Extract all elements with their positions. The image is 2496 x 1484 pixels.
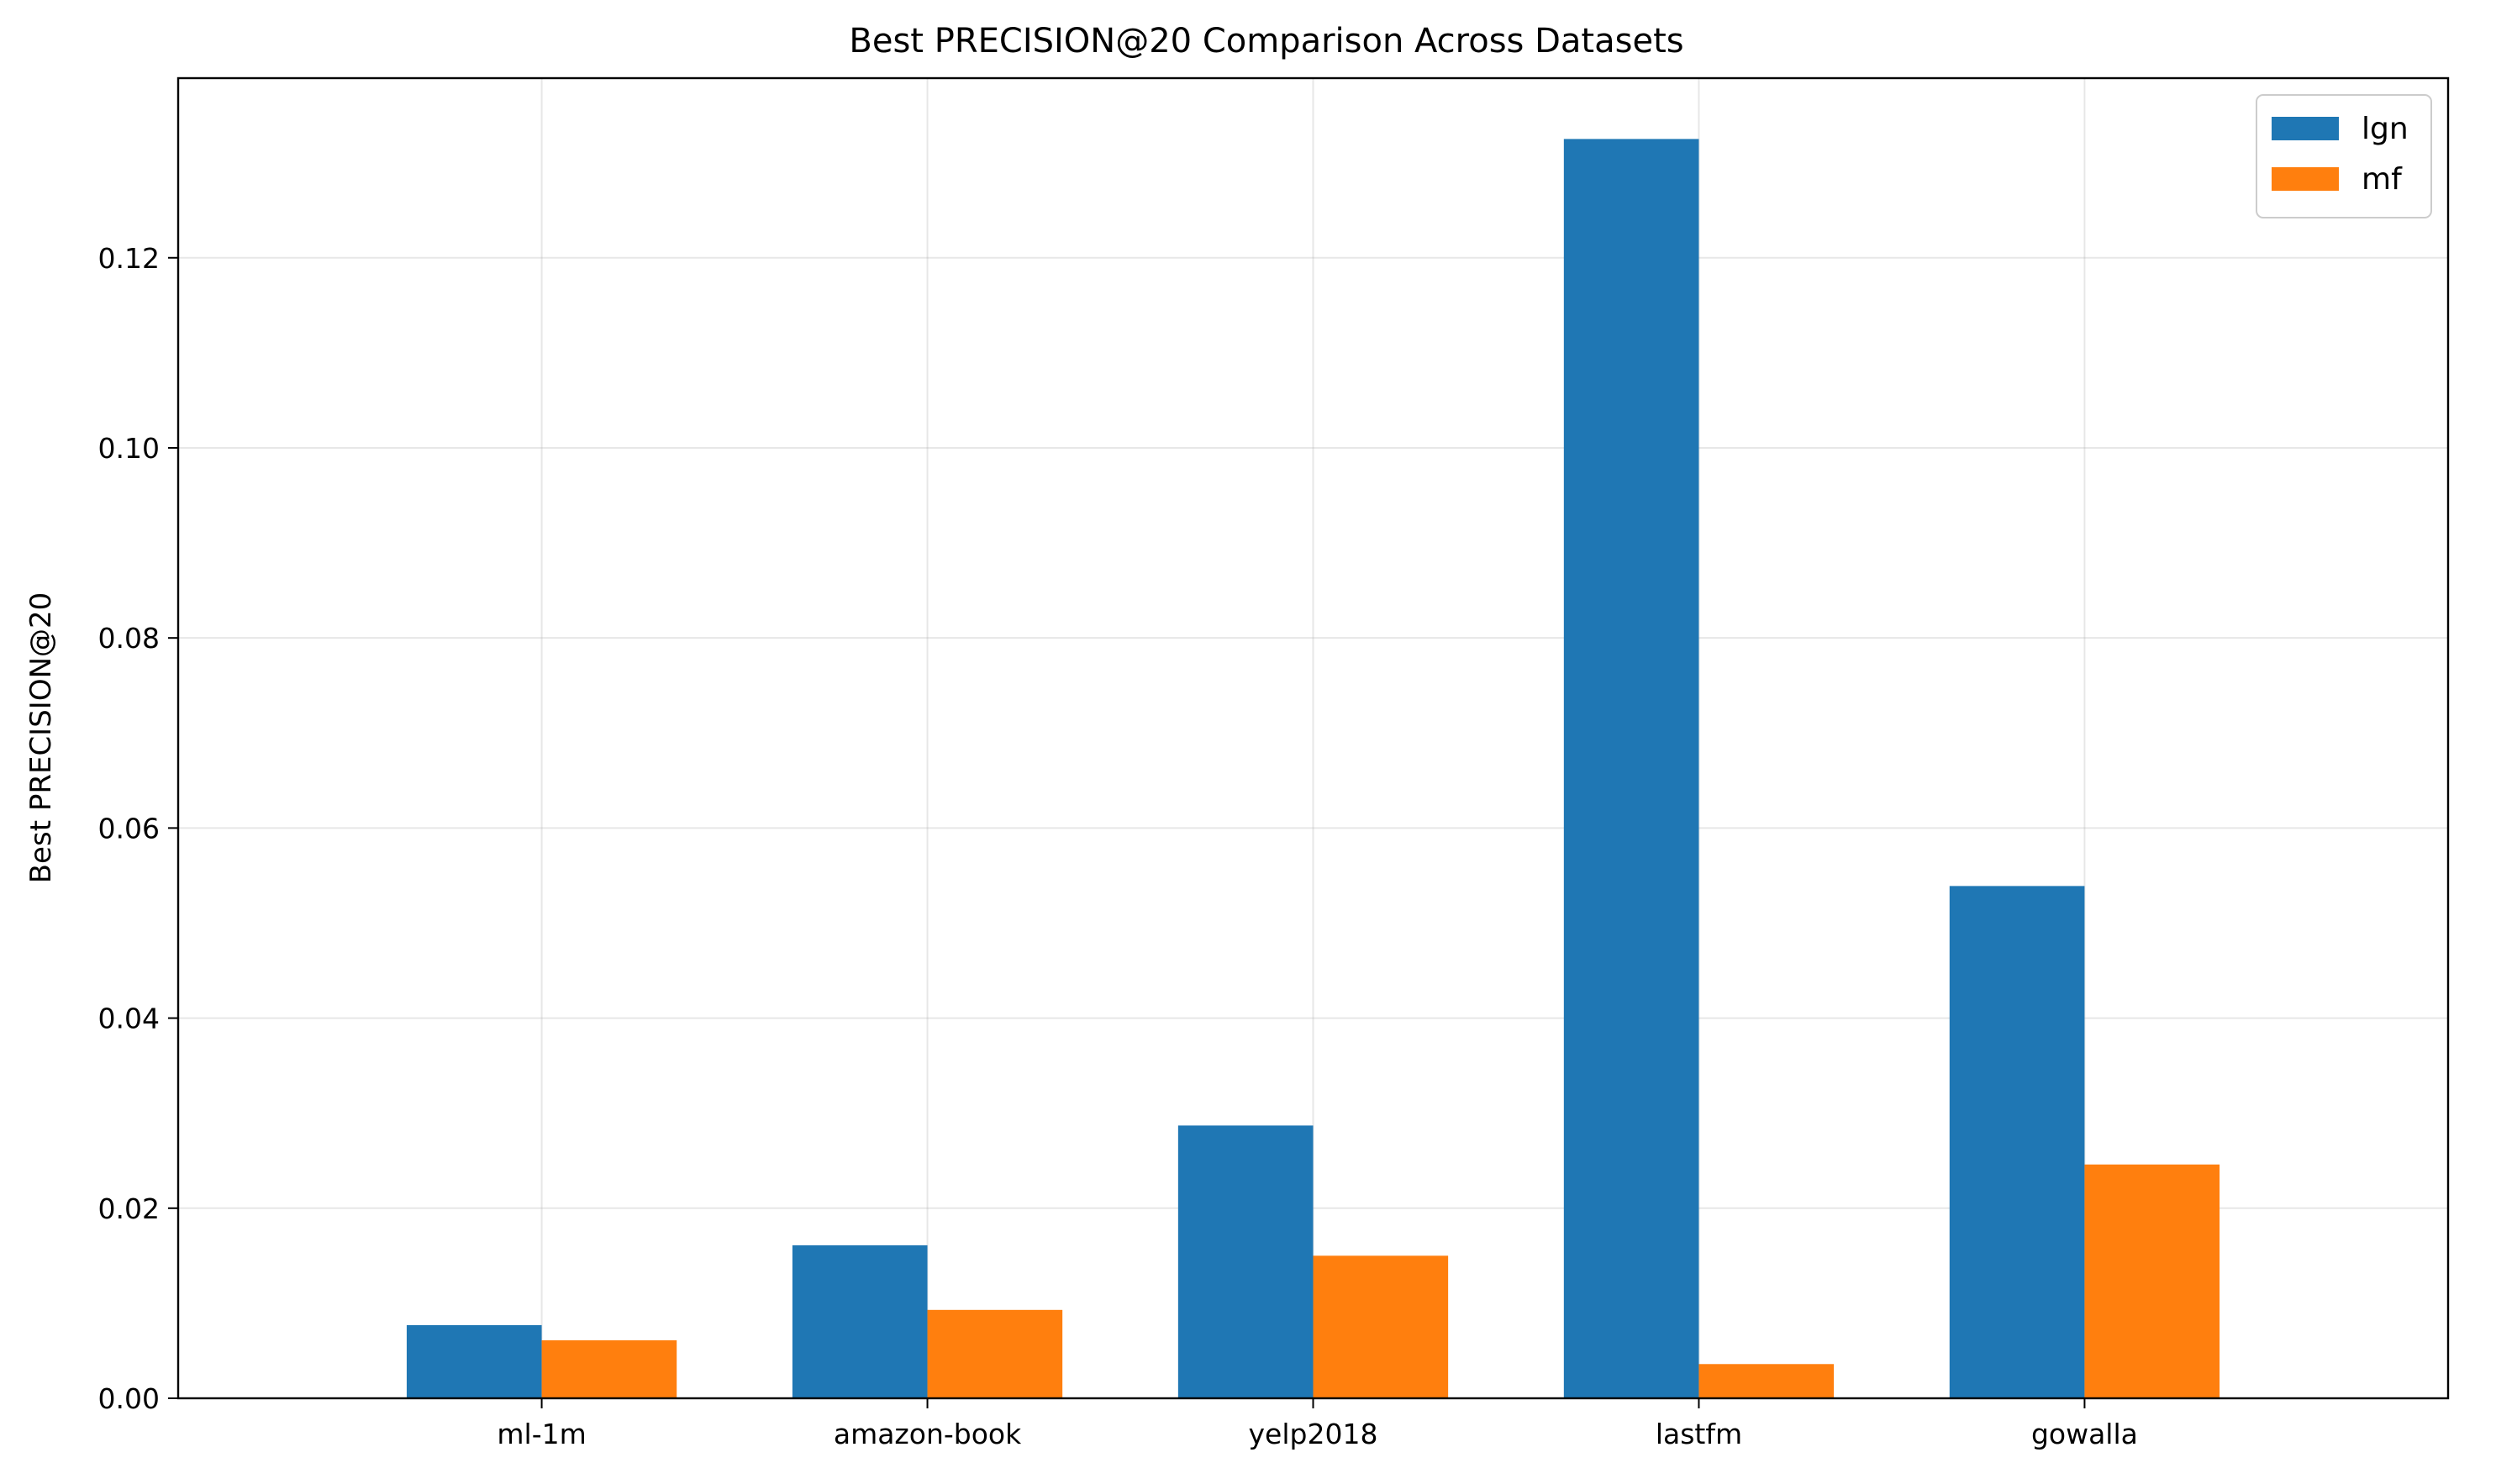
x-tick-label: ml-1m bbox=[497, 1418, 586, 1450]
bars bbox=[406, 139, 2220, 1399]
y-tick-label: 0.02 bbox=[98, 1192, 160, 1225]
legend-label-mf: mf bbox=[2362, 162, 2403, 197]
y-tick-label: 0.10 bbox=[98, 432, 160, 465]
bar-mf-ml-1m bbox=[541, 1340, 677, 1398]
bar-lgn-ml-1m bbox=[406, 1324, 542, 1398]
x-axis: ml-1m amazon-book yelp2018 lastfm gowalla bbox=[497, 1398, 2138, 1450]
y-axis: 0.00 0.02 0.04 0.06 0.08 0.10 0.12 bbox=[98, 242, 178, 1415]
bar-lgn-amazon-book bbox=[792, 1245, 928, 1398]
y-tick-label: 0.08 bbox=[98, 622, 160, 655]
y-tick-label: 0.00 bbox=[98, 1382, 160, 1415]
bar-mf-amazon-book bbox=[927, 1309, 1063, 1398]
bar-mf-yelp2018 bbox=[1313, 1255, 1449, 1398]
y-axis-label: Best PRECISION@20 bbox=[24, 592, 58, 884]
bar-lgn-gowalla bbox=[1949, 886, 2085, 1398]
y-tick-label: 0.04 bbox=[98, 1002, 160, 1035]
x-tick-label: amazon-book bbox=[834, 1418, 1022, 1450]
bar-mf-gowalla bbox=[2084, 1164, 2220, 1398]
bar-lgn-yelp2018 bbox=[1177, 1125, 1314, 1398]
bar-mf-lastfm bbox=[1698, 1364, 1835, 1398]
x-tick-label: lastfm bbox=[1656, 1418, 1742, 1450]
legend: lgn mf bbox=[2256, 94, 2432, 218]
chart-title: Best PRECISION@20 Comparison Across Data… bbox=[849, 22, 1683, 61]
legend-swatch-lgn bbox=[2272, 117, 2339, 140]
legend-swatch-mf bbox=[2272, 167, 2339, 191]
y-tick-label: 0.12 bbox=[98, 242, 160, 275]
y-tick-label: 0.06 bbox=[98, 812, 160, 845]
legend-label-lgn: lgn bbox=[2362, 112, 2409, 146]
x-tick-label: gowalla bbox=[2031, 1418, 2138, 1450]
x-tick-label: yelp2018 bbox=[1249, 1418, 1378, 1450]
bar-lgn-lastfm bbox=[1563, 139, 1699, 1399]
